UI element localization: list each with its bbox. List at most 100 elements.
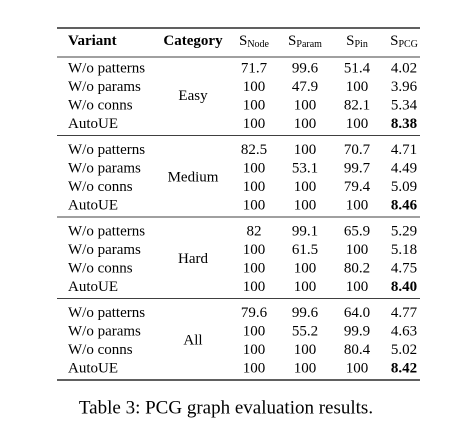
score: 100 — [243, 279, 266, 295]
variant: W/o conns — [68, 179, 133, 195]
score: 99.1 — [292, 223, 318, 239]
variant: W/o patterns — [68, 305, 145, 321]
score: 100 — [243, 197, 266, 213]
score: 100 — [346, 79, 369, 95]
score: 4.49 — [391, 160, 417, 176]
score: 100 — [346, 360, 369, 376]
header-main: S — [346, 33, 354, 49]
variant: W/o params — [68, 160, 141, 176]
score: 80.2 — [344, 260, 370, 276]
score: 4.77 — [391, 305, 418, 321]
header-main: S — [288, 33, 296, 49]
category: Hard — [178, 251, 208, 267]
score: 55.2 — [292, 323, 318, 339]
score: 100 — [243, 242, 266, 258]
score: 5.09 — [391, 179, 417, 195]
score: 100 — [243, 116, 266, 132]
score: 70.7 — [344, 142, 371, 158]
score: 61.5 — [292, 242, 318, 258]
score: 5.34 — [391, 97, 418, 113]
score: 100 — [243, 160, 266, 176]
score: 100 — [346, 116, 369, 132]
score: 100 — [294, 197, 317, 213]
header-sub: Pin — [355, 39, 368, 50]
caption: Table 3: PCG graph evaluation results. — [79, 397, 373, 418]
variant: W/o patterns — [68, 223, 145, 239]
score: 71.7 — [241, 60, 268, 76]
score: 4.75 — [391, 260, 417, 276]
column-header: Variant — [68, 33, 117, 49]
score: 51.4 — [344, 60, 371, 76]
variant: AutoUE — [68, 360, 118, 376]
variant: AutoUE — [68, 197, 118, 213]
variant: W/o conns — [68, 97, 133, 113]
score: 99.9 — [344, 323, 370, 339]
score: 100 — [294, 279, 317, 295]
score: 8.46 — [391, 197, 418, 213]
header-sub: Param — [296, 39, 322, 50]
column-header: SPin — [346, 33, 368, 50]
score: 8.40 — [391, 279, 417, 295]
category: Easy — [178, 88, 208, 104]
variant: AutoUE — [68, 116, 118, 132]
score: 100 — [243, 260, 266, 276]
score: 4.02 — [391, 60, 417, 76]
score: 4.63 — [391, 323, 417, 339]
score: 79.6 — [241, 305, 268, 321]
category: All — [183, 333, 202, 349]
score: 100 — [294, 260, 317, 276]
score: 100 — [294, 97, 317, 113]
score: 100 — [294, 116, 317, 132]
score: 8.42 — [391, 360, 417, 376]
category: Medium — [168, 170, 219, 186]
column-header: SParam — [288, 33, 322, 50]
score: 82.5 — [241, 142, 267, 158]
column-header: Category — [163, 33, 223, 49]
score: 5.18 — [391, 242, 417, 258]
score: 53.1 — [292, 160, 318, 176]
score: 100 — [294, 142, 317, 158]
score: 5.29 — [391, 223, 417, 239]
score: 5.02 — [391, 342, 417, 358]
header-main: Category — [163, 33, 223, 49]
score: 99.6 — [292, 305, 319, 321]
variant: W/o conns — [68, 342, 133, 358]
variant: W/o params — [68, 242, 141, 258]
score: 100 — [243, 323, 266, 339]
score: 99.6 — [292, 60, 319, 76]
score: 4.71 — [391, 142, 417, 158]
score: 64.0 — [344, 305, 370, 321]
column-header: SPCG — [390, 33, 418, 50]
score: 47.9 — [292, 79, 318, 95]
variant: W/o params — [68, 79, 141, 95]
score: 79.4 — [344, 179, 371, 195]
score: 100 — [243, 179, 266, 195]
header-main: S — [390, 33, 398, 49]
score: 100 — [346, 279, 369, 295]
score: 82.1 — [344, 97, 370, 113]
header-main: Variant — [68, 33, 117, 49]
score: 80.4 — [344, 342, 371, 358]
score: 100 — [294, 360, 317, 376]
score: 3.96 — [391, 79, 418, 95]
variant: W/o params — [68, 323, 141, 339]
score: 100 — [346, 242, 369, 258]
score: 65.9 — [344, 223, 370, 239]
header-sub: Node — [247, 39, 269, 50]
header-sub: PCG — [398, 39, 417, 50]
score: 100 — [294, 179, 317, 195]
variant: W/o conns — [68, 260, 133, 276]
column-header: SNode — [239, 33, 270, 50]
score: 82 — [247, 223, 262, 239]
header-main: S — [239, 33, 247, 49]
score: 8.38 — [391, 116, 417, 132]
score: 99.7 — [344, 160, 371, 176]
score: 100 — [243, 360, 266, 376]
score: 100 — [346, 197, 369, 213]
variant: W/o patterns — [68, 60, 145, 76]
score: 100 — [243, 97, 266, 113]
score: 100 — [243, 79, 266, 95]
variant: AutoUE — [68, 279, 118, 295]
score: 100 — [243, 342, 266, 358]
